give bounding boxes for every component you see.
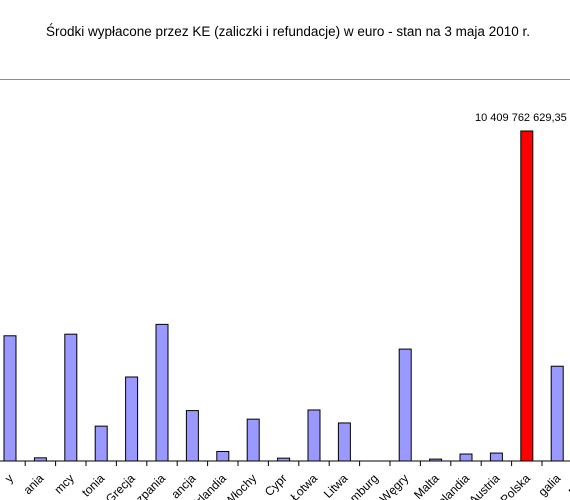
x-tick-label: Węgry bbox=[377, 471, 411, 500]
bar bbox=[155, 323, 169, 462]
bar bbox=[398, 348, 412, 462]
bar bbox=[459, 453, 473, 462]
bar bbox=[489, 452, 503, 462]
x-tick-label: Rum bbox=[566, 471, 570, 499]
bar bbox=[246, 418, 260, 462]
bar bbox=[277, 457, 291, 462]
bar bbox=[64, 333, 78, 462]
bar bbox=[125, 376, 139, 462]
x-tick-label: galia bbox=[535, 471, 563, 499]
bar bbox=[33, 457, 47, 462]
bar bbox=[216, 450, 230, 462]
bar bbox=[520, 130, 534, 462]
x-tick-label: ania bbox=[21, 471, 47, 497]
bar bbox=[185, 410, 199, 462]
bar bbox=[94, 425, 108, 462]
bar bbox=[307, 409, 321, 462]
x-tick-label: mcy bbox=[51, 471, 76, 496]
x-tick-label: Irlandia bbox=[191, 471, 229, 500]
data-label: 10 409 762 629,35 bbox=[475, 112, 567, 124]
x-tick-label: zpania bbox=[133, 471, 168, 500]
bar bbox=[550, 365, 564, 462]
bar bbox=[429, 458, 443, 462]
bar bbox=[337, 422, 351, 462]
x-tick-label: y bbox=[2, 471, 16, 485]
x-tick-label: Cypr bbox=[262, 471, 290, 499]
x-tick-label: Włochy bbox=[222, 471, 260, 500]
chart-title: Środki wypłacone przez KE (zaliczki i re… bbox=[46, 24, 530, 39]
title-divider bbox=[0, 79, 570, 80]
x-tick-label: Polska bbox=[498, 471, 534, 500]
bar bbox=[3, 335, 17, 462]
x-tick-label: Łotwa bbox=[288, 471, 321, 500]
